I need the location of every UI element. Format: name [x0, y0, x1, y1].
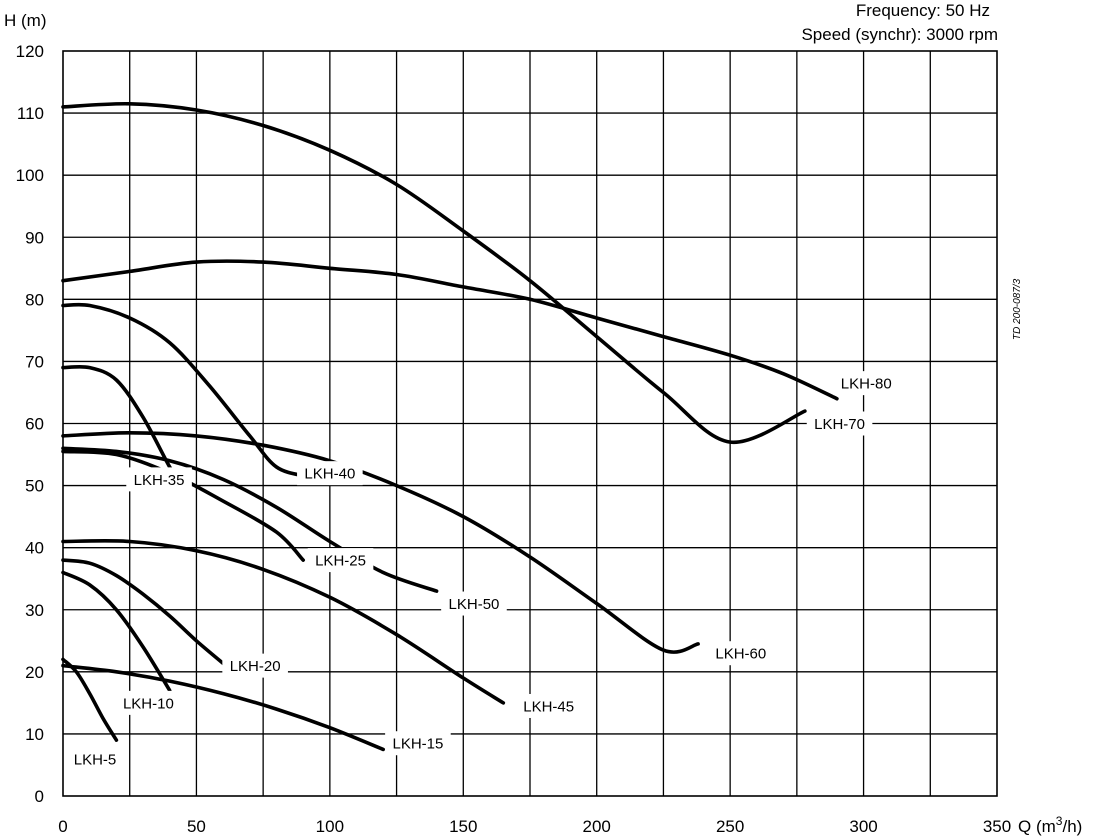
y-tick-label: 30: [25, 601, 44, 620]
reference-code: TD 200-087/3: [1012, 278, 1023, 340]
curve-label-lkh-15: LKH-15: [392, 736, 443, 753]
curve-label-lkh-80: LKH-80: [841, 376, 892, 393]
curve-label-lkh-35: LKH-35: [134, 472, 185, 489]
curve-lkh-25: [61, 449, 305, 562]
frequency-annotation: Frequency: 50 Hz: [856, 1, 990, 20]
curve-label-bg-lkh-80: [833, 371, 900, 396]
x-axis-title: Q (m3/h): [1018, 814, 1082, 836]
y-tick-label: 120: [16, 42, 44, 61]
x-tick-label: 200: [583, 817, 611, 836]
y-tick-label: 110: [17, 104, 44, 123]
curve-lkh-80: [61, 259, 839, 401]
y-tick-label: 90: [25, 228, 44, 247]
curve-label-lkh-25: LKH-25: [315, 553, 366, 570]
curve-label-bg-lkh-40: [297, 461, 363, 486]
y-tick-label: 70: [25, 352, 44, 371]
curve-label-bg-lkh-5: [66, 746, 124, 771]
x-tick-label: 350: [983, 817, 1011, 836]
curve-lkh-10: [61, 570, 172, 693]
curve-lkh-70: [61, 101, 807, 444]
plot-frame: [62, 50, 998, 797]
x-tick-label: 150: [449, 817, 477, 836]
curve-lkh-20: [61, 558, 228, 668]
curve-label-lkh-5: LKH-5: [74, 751, 117, 768]
curve-lkh-60: [61, 431, 700, 654]
grid: [63, 51, 997, 796]
y-tick-label: 0: [35, 787, 44, 806]
curve-label-bg-lkh-50: [441, 591, 507, 616]
curve-labels: LKH-5 LKH-10 LKH-15 LKH-20 LKH-25 LKH-35 LKH-4…: [66, 371, 900, 771]
x-axis-title-prefix: Q (m: [1018, 817, 1056, 836]
x-tick-label: 0: [58, 817, 67, 836]
curve-label-bg-lkh-15: [385, 731, 451, 756]
curve-label-bg-lkh-10: [115, 690, 182, 715]
curve-label-lkh-60: LKH-60: [715, 646, 766, 663]
y-tick-label: 100: [16, 166, 44, 185]
curve-lkh-40: [61, 302, 308, 479]
curve-lkh-45: [61, 538, 506, 705]
curve-label-lkh-70: LKH-70: [814, 416, 865, 433]
curve-label-lkh-40: LKH-40: [304, 466, 355, 483]
curve-label-bg-lkh-20: [222, 653, 288, 678]
y-tick-label: 10: [25, 725, 44, 744]
speed-annotation: Speed (synchr): 3000 rpm: [801, 25, 998, 44]
curve-label-lkh-20: LKH-20: [230, 658, 281, 675]
curve-label-bg-lkh-25: [307, 548, 374, 573]
y-axis-title: H (m): [4, 11, 46, 30]
x-tick-label: 250: [716, 817, 744, 836]
tick-labels: 0 50 100 150 200 250 300 350 0 10 20 30 40 50 60 70 80 90…: [16, 42, 1012, 836]
x-axis-title-suffix: /h): [1062, 817, 1082, 836]
curves: [61, 101, 839, 752]
y-tick-label: 80: [25, 290, 44, 309]
curve-label-lkh-10: LKH-10: [123, 695, 174, 712]
curve-lkh-50: [61, 446, 439, 593]
curve-label-bg-lkh-35: [126, 467, 192, 492]
x-tick-label: 300: [849, 817, 877, 836]
curve-lkh-15: [61, 663, 385, 752]
x-axis-title-superscript: 3: [1056, 814, 1063, 828]
curve-label-lkh-50: LKH-50: [449, 596, 500, 613]
y-tick-label: 60: [25, 415, 44, 434]
curve-label-bg-lkh-70: [806, 411, 873, 436]
y-tick-label: 50: [25, 477, 44, 496]
x-tick-label: 50: [187, 817, 206, 836]
y-tick-label: 40: [25, 539, 44, 558]
x-tick-label: 100: [316, 817, 344, 836]
curve-label-lkh-45: LKH-45: [523, 698, 574, 715]
curve-label-bg-lkh-45: [515, 693, 582, 718]
curve-label-bg-lkh-60: [708, 641, 774, 666]
y-tick-label: 20: [25, 663, 44, 682]
